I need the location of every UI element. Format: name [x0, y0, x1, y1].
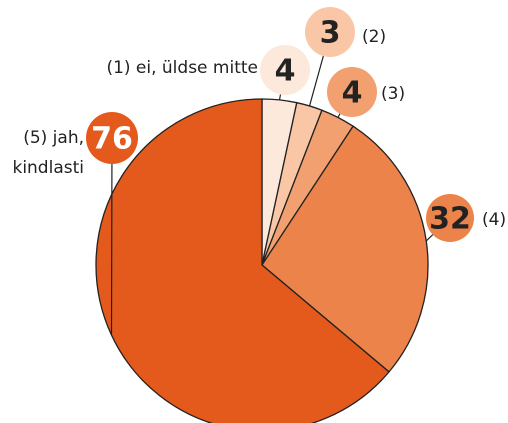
value-label: 32: [429, 202, 471, 237]
category-label: (3): [381, 84, 406, 104]
value-label: 4: [275, 54, 296, 89]
value-bubble: [86, 112, 138, 164]
value-bubble: [426, 194, 474, 242]
category-label: (5) jah, kindlasti: [12, 128, 84, 178]
category-label: (2): [362, 27, 387, 47]
category-label: (1) ei, üldse mitte: [106, 58, 258, 78]
value-bubble: [305, 7, 355, 57]
value-label: 76: [91, 122, 133, 157]
slices: [95, 98, 429, 423]
value-label: 4: [342, 76, 363, 111]
value-label: 3: [320, 16, 341, 51]
value-bubble: [260, 45, 310, 95]
pie-slice: [261, 125, 429, 373]
value-bubble: [327, 67, 377, 117]
category-label: (4): [482, 210, 507, 230]
